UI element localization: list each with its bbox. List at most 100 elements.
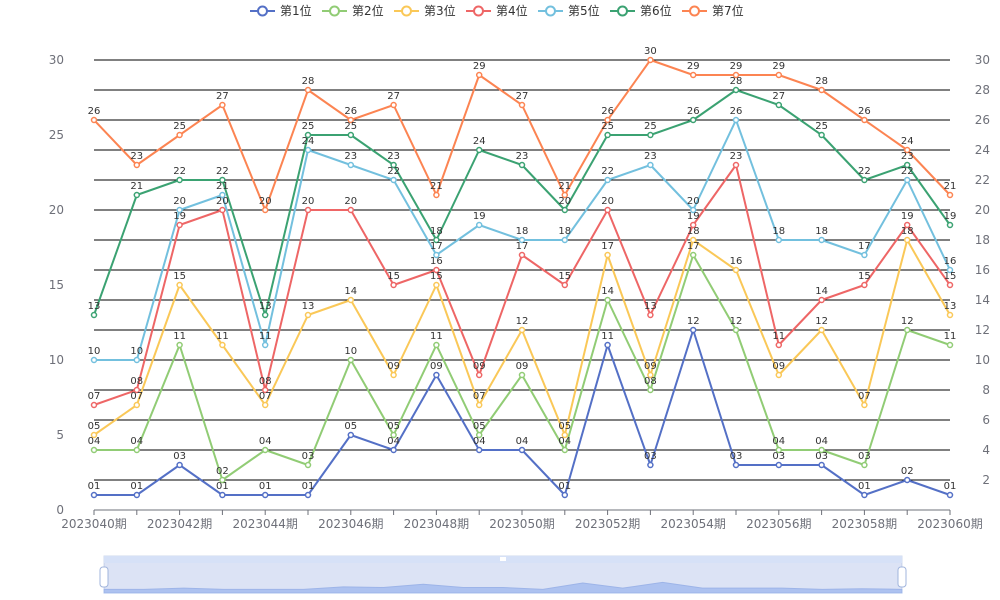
x-tick-label: 2023058期 [832, 517, 897, 531]
data-point [261, 386, 269, 394]
data-label: 12 [516, 316, 529, 327]
data-label: 01 [130, 481, 143, 492]
data-point [732, 86, 740, 94]
data-label: 12 [901, 316, 914, 327]
data-point [861, 116, 868, 124]
legend-label: 第1位 [280, 3, 312, 18]
data-label: 11 [944, 331, 957, 342]
data-point [475, 221, 483, 229]
legend-item-7[interactable]: 第7位 [682, 3, 744, 18]
data-label: 02 [216, 466, 229, 477]
data-label: 13 [259, 301, 272, 312]
data-label: 25 [815, 121, 828, 132]
data-point [903, 221, 911, 229]
y-right-tick-label: 20 [975, 203, 990, 217]
zoom-move-grip [500, 557, 506, 561]
x-tick-label: 2023042期 [147, 517, 212, 531]
x-tick-label: 2023054期 [660, 517, 725, 531]
data-point [176, 176, 183, 184]
data-label: 13 [302, 301, 315, 312]
zoom-preview-area [103, 581, 903, 594]
data-label: 20 [687, 196, 700, 207]
data-label: 11 [259, 331, 272, 342]
data-point [604, 131, 611, 139]
data-label: 29 [687, 61, 700, 72]
data-label: 20 [558, 196, 571, 207]
data-point [818, 86, 825, 94]
legend-item-4[interactable]: 第4位 [466, 3, 528, 18]
legend-item-3[interactable]: 第3位 [394, 3, 456, 18]
data-point [219, 191, 226, 199]
data-label: 25 [344, 121, 357, 132]
legend-marker [689, 5, 700, 17]
y-right-tick-label: 22 [975, 173, 990, 187]
data-point [946, 221, 954, 229]
data-point [604, 116, 611, 124]
data-label: 13 [944, 301, 957, 312]
data-label: 23 [901, 151, 914, 162]
data-point [261, 206, 269, 214]
data-point [518, 236, 526, 244]
data-label: 04 [387, 436, 400, 447]
data-point [261, 446, 269, 454]
legend-item-5[interactable]: 第5位 [538, 3, 600, 18]
data-label: 10 [130, 346, 143, 357]
data-label: 11 [430, 331, 443, 342]
data-label: 27 [516, 91, 529, 102]
data-point [475, 401, 483, 409]
zoom-handle-right[interactable] [897, 566, 907, 588]
data-label: 11 [173, 331, 186, 342]
legend-item-6[interactable]: 第6位 [610, 3, 672, 18]
legend-item-1[interactable]: 第1位 [250, 3, 312, 18]
legend-item-2[interactable]: 第2位 [322, 3, 384, 18]
data-label: 26 [88, 106, 101, 117]
data-point [861, 251, 868, 259]
data-point [861, 281, 868, 289]
data-label: 22 [901, 166, 914, 177]
data-point [433, 236, 440, 244]
data-label: 01 [259, 481, 272, 492]
data-point [390, 281, 397, 289]
data-point [90, 446, 98, 454]
x-tick-label: 2023046期 [318, 517, 383, 531]
x-axis: 2023040期 2023042期 2023044期 2023046期 2023048期… [61, 510, 983, 531]
data-point [433, 341, 440, 349]
data-label: 17 [516, 241, 529, 252]
data-point [390, 101, 397, 109]
data-point [561, 206, 569, 214]
data-label: 26 [601, 106, 614, 117]
data-zoom-slider[interactable] [99, 555, 907, 594]
data-point [518, 326, 526, 334]
series-layer [90, 56, 954, 499]
data-label: 28 [730, 76, 743, 87]
y-right-tick-label: 30 [975, 53, 990, 67]
data-point [732, 461, 740, 469]
data-label: 23 [730, 151, 743, 162]
data-label: 05 [387, 421, 400, 432]
data-point [90, 356, 98, 364]
data-point [689, 326, 697, 334]
y-right-tick-label: 26 [975, 113, 990, 127]
data-point [775, 371, 783, 379]
data-label: 15 [387, 271, 400, 282]
data-point [219, 341, 226, 349]
data-point [133, 401, 141, 409]
data-point [475, 446, 483, 454]
data-point [475, 71, 483, 79]
data-point [946, 281, 954, 289]
data-point [732, 161, 740, 169]
y-right-tick-label: 4 [982, 443, 990, 457]
data-label: 23 [644, 151, 657, 162]
x-tick-label: 2023040期 [61, 517, 126, 531]
y-right-tick-label: 8 [982, 383, 990, 397]
data-point [647, 131, 654, 139]
legend-label: 第6位 [640, 3, 672, 18]
data-point [946, 311, 954, 319]
data-point [647, 161, 654, 169]
zoom-handle-left[interactable] [99, 566, 109, 588]
data-point [561, 236, 569, 244]
data-point [775, 101, 783, 109]
data-label: 04 [88, 436, 101, 447]
data-point [518, 101, 526, 109]
